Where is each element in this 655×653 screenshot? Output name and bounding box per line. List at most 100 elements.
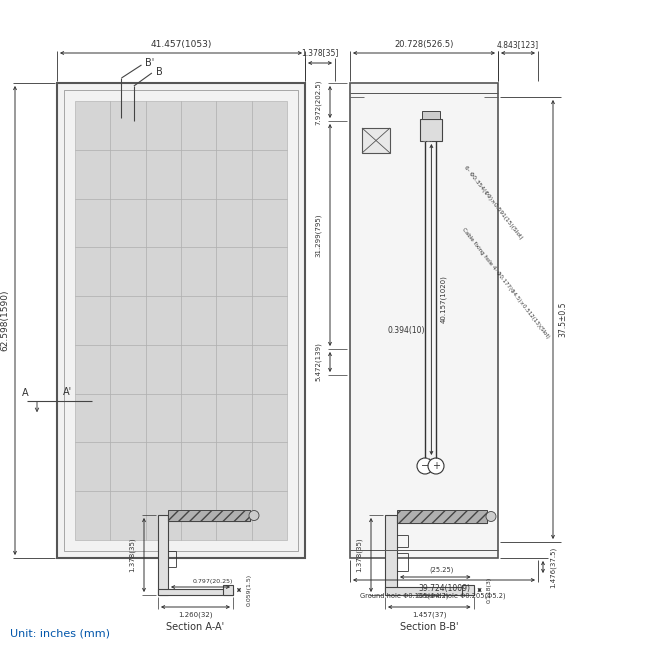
Bar [216,101,252,150]
Text: 0.394(10): 0.394(10) [387,326,424,335]
Bar [181,199,216,247]
Bar [385,587,474,595]
Bar [422,111,440,119]
Bar [110,199,145,247]
Text: 7.972(202.5): 7.972(202.5) [315,79,321,125]
Text: 0.797(20.25): 0.797(20.25) [193,579,233,584]
Text: 1.378(35): 1.378(35) [129,537,135,572]
Bar [145,345,181,394]
Text: Ground hole Φ0.165(Φ4.2): Ground hole Φ0.165(Φ4.2) [360,593,449,599]
Text: Ground hole Φ0.205(Φ5.2): Ground hole Φ0.205(Φ5.2) [417,593,505,599]
Circle shape [428,458,444,474]
Text: 39.724(1009): 39.724(1009) [418,584,470,594]
Circle shape [249,511,259,520]
Bar [64,90,298,551]
Bar [110,296,145,345]
Text: +: + [432,461,440,471]
Bar [145,101,181,150]
Bar [75,296,110,345]
Bar [110,491,145,540]
Bar [216,443,252,491]
Bar [110,345,145,394]
Bar [110,101,145,150]
Text: Cable fixing hole 4- Φ0.177(Φ4.5)×0.512(13)(Slot): Cable fixing hole 4- Φ0.177(Φ4.5)×0.512(… [461,227,551,339]
Bar [75,491,110,540]
Bar [145,247,181,296]
Bar [216,296,252,345]
Bar [252,491,287,540]
Text: (25.25): (25.25) [429,567,453,573]
Bar [462,585,474,595]
Text: 40.157(1020): 40.157(1020) [440,276,447,323]
Bar [75,443,110,491]
Text: 4.843[123]: 4.843[123] [497,40,539,50]
Text: A': A' [62,387,71,397]
Bar [216,150,252,199]
Bar [181,491,216,540]
Bar [57,83,305,558]
Bar [252,345,287,394]
Text: B': B' [145,58,155,68]
Bar [181,345,216,394]
Text: 0.059(1.5): 0.059(1.5) [246,574,252,606]
Bar [216,394,252,443]
Bar [168,515,250,521]
Bar [181,150,216,199]
Bar [75,150,110,199]
Text: 1.378[35]: 1.378[35] [301,48,339,57]
Bar [75,394,110,443]
Bar [385,515,397,595]
Text: 0.118(3): 0.118(3) [487,577,492,603]
Bar [181,101,216,150]
Text: 1.260(32): 1.260(32) [178,612,213,618]
Bar [168,510,250,521]
Text: 20.728(526.5): 20.728(526.5) [394,40,454,50]
Text: Section A-A': Section A-A' [166,622,225,632]
Bar [145,394,181,443]
Bar [158,515,168,595]
Bar [181,247,216,296]
Bar [145,443,181,491]
Bar [223,585,233,595]
Bar [420,119,442,141]
Text: 1.378(35): 1.378(35) [356,537,362,572]
Text: A: A [22,389,28,398]
Bar [216,199,252,247]
Bar [110,247,145,296]
Text: 31.299(795): 31.299(795) [315,214,321,257]
Text: Unit: inches (mm): Unit: inches (mm) [10,628,110,638]
Bar [145,199,181,247]
Bar [145,296,181,345]
Bar [181,394,216,443]
Bar [397,515,487,523]
Bar [252,443,287,491]
Bar [252,394,287,443]
Bar [252,247,287,296]
Text: 62.598(1590): 62.598(1590) [1,290,10,351]
Bar [216,491,252,540]
Bar [362,128,390,153]
Bar [110,443,145,491]
Text: B: B [156,67,162,77]
Bar [75,345,110,394]
Bar [75,199,110,247]
Bar [252,101,287,150]
Bar [181,443,216,491]
Bar [397,510,487,523]
Bar [145,150,181,199]
Bar [252,199,287,247]
Bar [216,247,252,296]
Text: 41.457(1053): 41.457(1053) [150,40,212,50]
Bar [350,83,498,558]
Bar [110,150,145,199]
Bar [75,247,110,296]
Bar [75,101,110,150]
Circle shape [417,458,433,474]
Bar [158,589,233,595]
Bar [252,296,287,345]
Text: 6- Φ0.354(Φ9)×0.591(15)(Slot): 6- Φ0.354(Φ9)×0.591(15)(Slot) [463,165,523,241]
Bar [145,491,181,540]
Bar [216,345,252,394]
Text: 37.5±0.5: 37.5±0.5 [559,302,567,337]
Text: 5.472(139): 5.472(139) [315,343,321,381]
